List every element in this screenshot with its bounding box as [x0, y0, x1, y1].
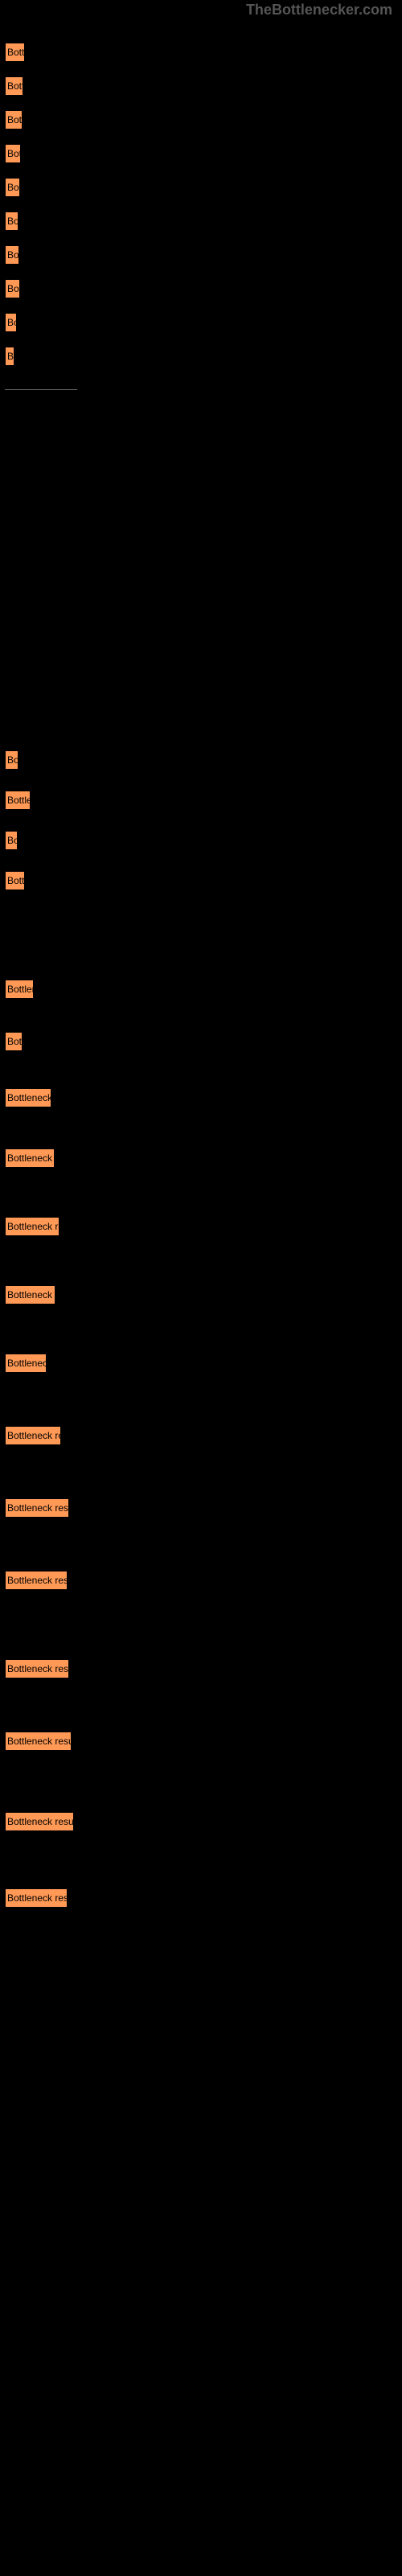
table-row: Bottleneck result [5, 1812, 74, 1831]
table-row: Bottleneck result [5, 1032, 23, 1051]
table-row: Bottleneck result [5, 1659, 69, 1678]
table-row: Bottleneck result [5, 1426, 61, 1445]
table-row: Bottleneck result [5, 76, 23, 96]
table-row: Bottleneck result [5, 1217, 59, 1236]
table-row: Bottleneck result [5, 110, 23, 129]
table-row: Bottleneck result [5, 144, 21, 163]
table-row: Bottleneck result [5, 1498, 69, 1518]
table-row: Bottleneck result [5, 871, 25, 890]
table-row: Bottleneck result [5, 43, 25, 62]
table-row: Bottleneck result [5, 1888, 68, 1908]
table-row: Bottleneck result [5, 1088, 51, 1107]
table-row: Bottleneck result [5, 347, 14, 366]
table-row: Bottleneck result [5, 1732, 72, 1751]
site-title: TheBottlenecker.com [246, 2, 392, 18]
table-row: Bottleneck result [5, 279, 20, 298]
table-row: Bottleneck result [5, 1285, 55, 1304]
table-row: Bottleneck result [5, 1354, 47, 1373]
table-row: Bottleneck result [5, 1571, 68, 1590]
table-row: Bottleneck result [5, 245, 19, 265]
table-row: Bottleneck result [5, 212, 18, 231]
table-row: Bottleneck result [5, 831, 18, 850]
table-row: Bottleneck result [5, 313, 17, 332]
separator [5, 389, 77, 390]
table-row: Bottleneck result [5, 178, 20, 197]
table-row: Bottleneck result [5, 750, 18, 770]
table-row: Bottleneck result [5, 1148, 55, 1168]
bar-chart: Bottleneck result Bottleneck result Bottle… [0, 18, 402, 2576]
table-row: Bottleneck result [5, 791, 31, 810]
table-row: Bottleneck result [5, 980, 34, 999]
site-header: TheBottlenecker.com [0, 0, 402, 18]
